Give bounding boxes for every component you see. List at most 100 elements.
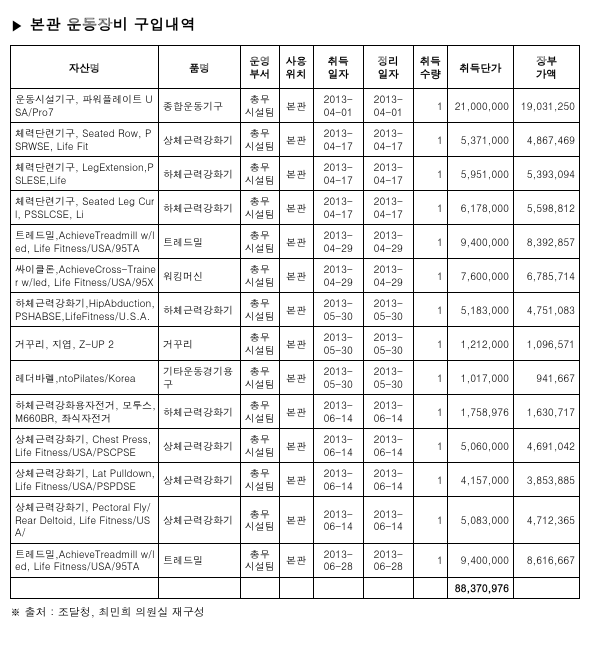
page-title-row: ▶ 본관 운동장비 구입내역 (10, 14, 580, 35)
cell-sort-date: 2013-04-29 (363, 259, 413, 293)
cell-part-name: 상체근력강화기 (158, 429, 240, 463)
cell-unit-price: 5,951,000 (447, 157, 513, 191)
cell-asset-name: 레더바렐,ntoPilates/Korea (11, 361, 159, 395)
cell-sort-date: 2013-06-14 (363, 395, 413, 429)
table-row: 트레드밀,AchieveTreadmill w/led, Life Fitnes… (11, 543, 580, 577)
total-blank (11, 577, 159, 599)
table-row: 상체근력강화기, Chest Press, Life Fitness/USA/P… (11, 429, 580, 463)
page-title: 본관 운동장비 구입내역 (30, 14, 196, 35)
total-blank (158, 577, 240, 599)
col-name: 자산명 (11, 46, 159, 89)
col-qty: 취득수량 (413, 46, 447, 89)
cell-book-value: 8,616,667 (513, 543, 579, 577)
cell-location: 본관 (279, 123, 313, 157)
cell-asset-name: 운동시설기구, 파워플레이트 USA/Pro7 (11, 89, 159, 123)
cell-part-name: 기타운동경기용구 (158, 361, 240, 395)
cell-part-name: 하체근력강화기 (158, 157, 240, 191)
cell-sort-date: 2013-05-30 (363, 327, 413, 361)
cell-book-value: 941,667 (513, 361, 579, 395)
cell-unit-price: 1,017,000 (447, 361, 513, 395)
cell-qty: 1 (413, 361, 447, 395)
col-dept: 운영부서 (240, 46, 279, 89)
total-blank (363, 577, 413, 599)
col-book: 장부가액 (513, 46, 579, 89)
cell-acq-date: 2013-04-29 (313, 259, 363, 293)
cell-acq-date: 2013-06-14 (313, 395, 363, 429)
cell-asset-name: 체력단련기구, Seated Leg Curl, PSSLCSE, Li (11, 191, 159, 225)
cell-location: 본관 (279, 429, 313, 463)
cell-unit-price: 9,400,000 (447, 543, 513, 577)
cell-asset-name: 거꾸리, 지엽, Z-UP 2 (11, 327, 159, 361)
cell-unit-price: 7,600,000 (447, 259, 513, 293)
cell-unit-price: 5,083,000 (447, 497, 513, 544)
cell-part-name: 워킹머신 (158, 259, 240, 293)
cell-asset-name: 체력단련기구, LegExtension,PSLESE,Life (11, 157, 159, 191)
table-row: 싸이클론,AchieveCross-Trainer w/led, Life Fi… (11, 259, 580, 293)
cell-book-value: 8,392,857 (513, 225, 579, 259)
cell-acq-date: 2013-06-14 (313, 497, 363, 544)
cell-acq-date: 2013-06-14 (313, 429, 363, 463)
table-row: 운동시설기구, 파워플레이트 USA/Pro7종합운동기구총무시설팀본관2013… (11, 89, 580, 123)
cell-location: 본관 (279, 395, 313, 429)
cell-asset-name: 체력단련기구, Seated Row, PSRWSE, Life Fit (11, 123, 159, 157)
cell-acq-date: 2013-05-30 (313, 327, 363, 361)
cell-part-name: 하체근력강화기 (158, 191, 240, 225)
cell-dept: 총무시설팀 (240, 543, 279, 577)
cell-unit-price: 5,060,000 (447, 429, 513, 463)
cell-book-value: 5,393,094 (513, 157, 579, 191)
cell-part-name: 상체근력강화기 (158, 497, 240, 544)
cell-sort-date: 2013-04-29 (363, 225, 413, 259)
cell-location: 본관 (279, 259, 313, 293)
table-header-row: 자산명 품명 운영부서 사용위치 취득일자 정리일자 취득수량 취득단가 장부가… (11, 46, 580, 89)
cell-dept: 총무시설팀 (240, 463, 279, 497)
cell-book-value: 6,785,714 (513, 259, 579, 293)
table-row: 체력단련기구, LegExtension,PSLESE,Life하체근력강화기총… (11, 157, 580, 191)
cell-part-name: 종합운동기구 (158, 89, 240, 123)
table-row: 체력단련기구, Seated Row, PSRWSE, Life Fit상체근력… (11, 123, 580, 157)
cell-qty: 1 (413, 327, 447, 361)
cell-dept: 총무시설팀 (240, 89, 279, 123)
cell-unit-price: 5,183,000 (447, 293, 513, 327)
cell-dept: 총무시설팀 (240, 259, 279, 293)
cell-unit-price: 1,212,000 (447, 327, 513, 361)
cell-book-value: 19,031,250 (513, 89, 579, 123)
cell-dept: 총무시설팀 (240, 293, 279, 327)
cell-part-name: 하체근력강화기 (158, 293, 240, 327)
cell-sort-date: 2013-04-17 (363, 157, 413, 191)
table-row: 하체근력강화기,HipAbduction,PSHABSE,LifeFitness… (11, 293, 580, 327)
cell-location: 본관 (279, 463, 313, 497)
total-unit-price: 88,370,976 (447, 577, 513, 599)
cell-qty: 1 (413, 543, 447, 577)
cell-qty: 1 (413, 293, 447, 327)
cell-dept: 총무시설팀 (240, 157, 279, 191)
table-row: 상체근력강화기, Lat Pulldown, Life Fitness/USA/… (11, 463, 580, 497)
cell-qty: 1 (413, 123, 447, 157)
cell-book-value: 3,853,885 (513, 463, 579, 497)
cell-book-value: 5,598,812 (513, 191, 579, 225)
col-loc: 사용위치 (279, 46, 313, 89)
cell-location: 본관 (279, 191, 313, 225)
cell-book-value: 1,096,571 (513, 327, 579, 361)
cell-acq-date: 2013-06-14 (313, 463, 363, 497)
cell-qty: 1 (413, 395, 447, 429)
total-blank (313, 577, 363, 599)
cell-location: 본관 (279, 543, 313, 577)
cell-location: 본관 (279, 157, 313, 191)
cell-asset-name: 하체근력강화용자전거, 모투스, M660BR, 좌식자전거 (11, 395, 159, 429)
cell-sort-date: 2013-04-17 (363, 123, 413, 157)
cell-asset-name: 싸이클론,AchieveCross-Trainer w/led, Life Fi… (11, 259, 159, 293)
cell-dept: 총무시설팀 (240, 123, 279, 157)
col-acq: 취득일자 (313, 46, 363, 89)
cell-unit-price: 1,758,976 (447, 395, 513, 429)
cell-acq-date: 2013-05-30 (313, 361, 363, 395)
cell-asset-name: 트레드밀,AchieveTreadmill w/led, Life Fitnes… (11, 225, 159, 259)
cell-qty: 1 (413, 463, 447, 497)
cell-qty: 1 (413, 225, 447, 259)
cell-dept: 총무시설팀 (240, 497, 279, 544)
cell-dept: 총무시설팀 (240, 395, 279, 429)
cell-qty: 1 (413, 259, 447, 293)
cell-unit-price: 4,157,000 (447, 463, 513, 497)
cell-acq-date: 2013-04-01 (313, 89, 363, 123)
cell-part-name: 트레드밀 (158, 543, 240, 577)
table-body: 운동시설기구, 파워플레이트 USA/Pro7종합운동기구총무시설팀본관2013… (11, 89, 580, 578)
